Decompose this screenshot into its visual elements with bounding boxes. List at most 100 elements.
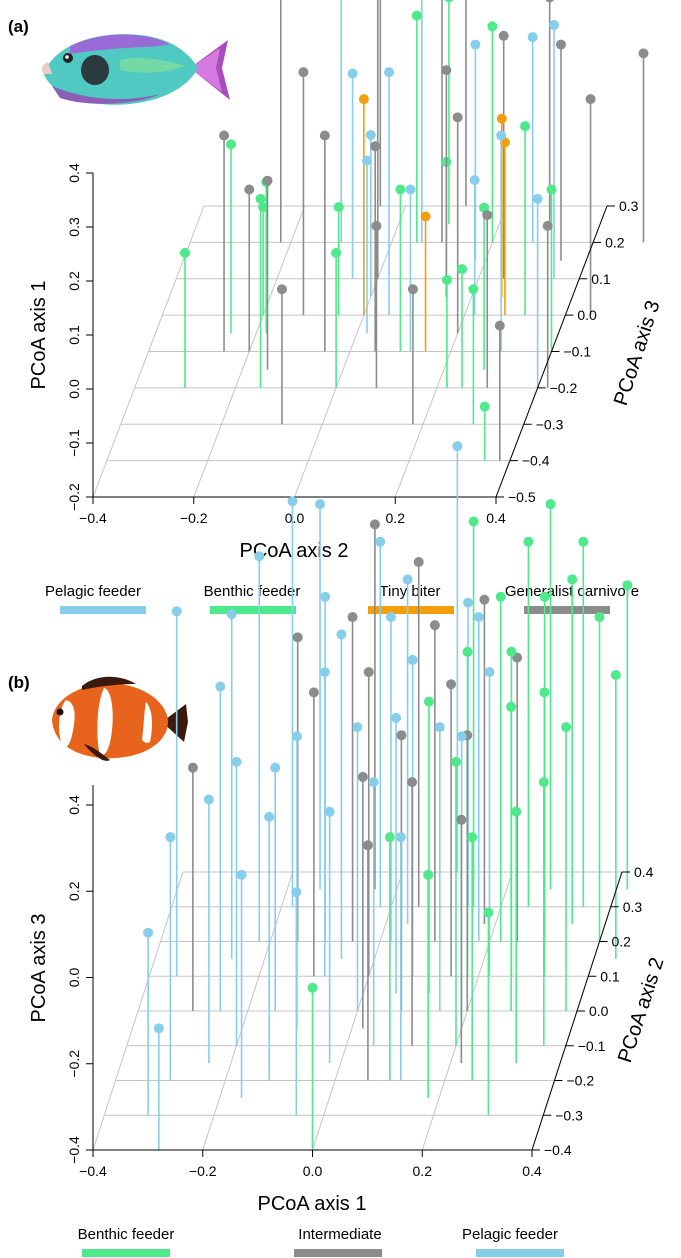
- a-data-point: [453, 112, 463, 122]
- b-data-point: [264, 812, 274, 822]
- a-data-point: [412, 11, 422, 21]
- b-data-point: [539, 777, 549, 787]
- b-data-point: [254, 551, 264, 561]
- b-depth-tick-label: −0.4: [544, 1142, 572, 1158]
- a-data-point: [496, 131, 506, 141]
- a-legend-item-pelagic: Pelagic feeder: [45, 583, 146, 614]
- a-data-point: [244, 185, 254, 195]
- b-data-point: [188, 763, 198, 773]
- b-data-point: [287, 496, 297, 506]
- a-depth-tick-label: −0.5: [508, 489, 536, 505]
- b-data-point: [467, 832, 477, 842]
- b-data-point: [611, 670, 621, 680]
- b-depth-tick-label: 0.3: [623, 899, 643, 915]
- b-data-point: [292, 731, 302, 741]
- b-data-point: [204, 795, 214, 805]
- a-z-tick-label: 0.3: [66, 217, 82, 237]
- b-data-point: [308, 983, 318, 993]
- a-depth-tick-label: −0.4: [522, 453, 550, 469]
- b-data-point: [463, 647, 473, 657]
- a-data-point: [226, 139, 236, 149]
- a-z-tick-label: 0.1: [66, 325, 82, 345]
- a-depth-axis-title: PCoA axis 3: [610, 298, 665, 408]
- a-depth-tick-label: 0.1: [591, 271, 611, 287]
- a-data-point: [408, 284, 418, 294]
- a-data-point: [371, 221, 381, 231]
- a-data-point: [499, 31, 509, 41]
- b-z-tick-label: 0.4: [66, 795, 82, 815]
- b-data-point: [496, 592, 506, 602]
- clownfish-illustration: [52, 677, 188, 761]
- a-data-point: [482, 210, 492, 220]
- b-data-point: [320, 667, 330, 677]
- b-data-point: [215, 682, 225, 692]
- a-data-point: [219, 131, 229, 141]
- b-data-point: [484, 667, 494, 677]
- panel-a-label: (a): [8, 17, 29, 36]
- b-legend-swatch: [82, 1249, 170, 1257]
- b-data-point: [172, 606, 182, 616]
- b-x-tick-label: 0.4: [522, 1163, 542, 1179]
- a-z-axis-title: PCoA axis 1: [28, 281, 50, 390]
- a-depth-tick-label: 0.3: [619, 198, 639, 214]
- b-data-point: [375, 537, 385, 547]
- a-data-point: [334, 202, 344, 212]
- b-x-tick-label: −0.4: [79, 1163, 107, 1179]
- a-data-point: [470, 40, 480, 50]
- a-data-point: [480, 402, 490, 412]
- a-points: [180, 0, 649, 461]
- a-data-point: [528, 32, 538, 42]
- a-x-tick-label: −0.2: [180, 510, 208, 526]
- a-data-point: [520, 121, 530, 131]
- b-data-point: [561, 722, 571, 732]
- a-data-point: [487, 21, 497, 31]
- b-data-point: [237, 870, 247, 880]
- b-data-point: [463, 598, 473, 608]
- a-data-point: [298, 67, 308, 77]
- b-data-point: [320, 592, 330, 602]
- b-legend: Benthic feeder Intermediate Pelagic feed…: [78, 1226, 564, 1257]
- b-data-point: [456, 815, 466, 825]
- a-data-point: [556, 40, 566, 50]
- b-points: [143, 441, 632, 1150]
- a-data-point: [586, 94, 596, 104]
- b-data-point: [336, 629, 346, 639]
- a-data-point: [444, 0, 454, 2]
- b-data-point: [546, 499, 556, 509]
- a-data-point: [441, 65, 451, 75]
- a-legend-swatch: [210, 606, 296, 614]
- b-data-point: [386, 612, 396, 622]
- b-depth-tick-label: −0.1: [578, 1038, 606, 1054]
- b-data-point: [567, 574, 577, 584]
- b-data-point: [165, 832, 175, 842]
- panel-b-label: (b): [8, 673, 30, 692]
- b-data-point: [506, 702, 516, 712]
- b-depth-tick-label: 0.2: [612, 934, 632, 950]
- a-data-point: [362, 156, 372, 166]
- a-data-point: [180, 248, 190, 258]
- b-data-point: [523, 537, 533, 547]
- b-data-point: [396, 832, 406, 842]
- b-data-point: [232, 757, 242, 767]
- b-data-point: [452, 441, 462, 451]
- b-data-point: [446, 679, 456, 689]
- b-legend-label: Pelagic feeder: [462, 1226, 558, 1243]
- a-depth-tick-label: −0.3: [536, 416, 564, 432]
- parrotfish-illustration: [42, 34, 230, 105]
- a-depth-tick-label: −0.1: [564, 344, 592, 360]
- b-data-point: [315, 499, 325, 509]
- a-data-point: [421, 212, 431, 222]
- b-data-point: [451, 757, 461, 767]
- a-data-point: [639, 48, 649, 58]
- a-data-point: [263, 176, 273, 186]
- b-x-tick-label: −0.2: [189, 1163, 217, 1179]
- a-legend-label: Tiny biter: [379, 583, 440, 600]
- b-data-point: [423, 870, 433, 880]
- b-data-point: [391, 713, 401, 723]
- a-z-tick-label: 0.4: [66, 163, 82, 183]
- b-data-point: [408, 655, 418, 665]
- b-data-point: [353, 722, 363, 732]
- b-data-point: [469, 516, 479, 526]
- b-data-point: [414, 557, 424, 567]
